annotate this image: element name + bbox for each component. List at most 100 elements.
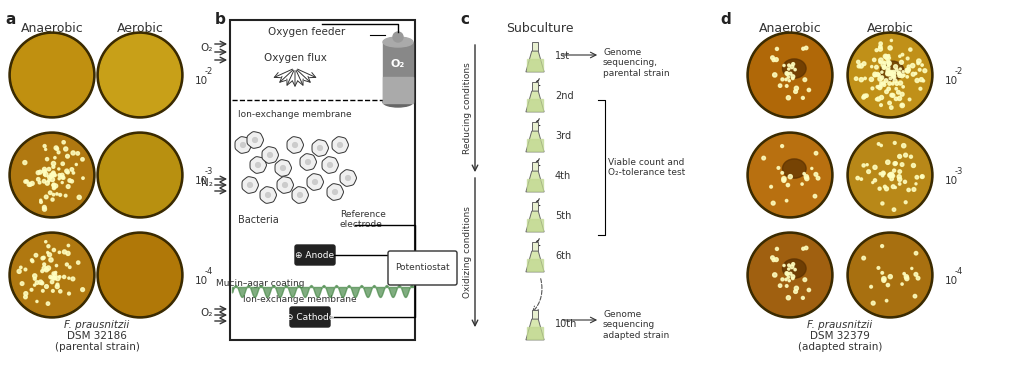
Circle shape <box>772 59 775 62</box>
Circle shape <box>42 179 46 183</box>
Circle shape <box>785 72 788 75</box>
Circle shape <box>866 164 868 166</box>
Circle shape <box>890 172 894 177</box>
Circle shape <box>893 142 896 144</box>
Circle shape <box>58 276 60 278</box>
Circle shape <box>901 283 903 285</box>
Circle shape <box>346 176 350 181</box>
Circle shape <box>795 86 799 90</box>
Circle shape <box>879 85 882 88</box>
Circle shape <box>792 63 795 66</box>
Polygon shape <box>312 140 329 156</box>
Circle shape <box>886 300 888 302</box>
Circle shape <box>53 186 55 188</box>
Circle shape <box>882 278 886 282</box>
Circle shape <box>912 188 915 191</box>
Circle shape <box>879 187 882 190</box>
Circle shape <box>772 259 775 262</box>
Circle shape <box>879 45 882 49</box>
Circle shape <box>81 158 84 161</box>
Circle shape <box>52 186 55 190</box>
Polygon shape <box>527 220 543 231</box>
Circle shape <box>898 183 901 185</box>
Circle shape <box>893 79 897 83</box>
Circle shape <box>51 289 54 292</box>
Polygon shape <box>526 319 544 340</box>
Circle shape <box>50 177 54 182</box>
Text: Aerobic: Aerobic <box>866 22 913 35</box>
Polygon shape <box>531 82 539 91</box>
Circle shape <box>53 174 56 177</box>
Circle shape <box>790 272 792 275</box>
Circle shape <box>893 169 896 172</box>
Polygon shape <box>531 122 539 131</box>
Circle shape <box>893 162 897 165</box>
Circle shape <box>785 272 788 275</box>
Circle shape <box>916 59 921 63</box>
Circle shape <box>29 183 32 186</box>
Circle shape <box>99 135 180 215</box>
Circle shape <box>887 87 890 90</box>
Circle shape <box>44 172 48 177</box>
Polygon shape <box>526 171 544 192</box>
Circle shape <box>71 277 75 281</box>
Circle shape <box>785 285 788 287</box>
Circle shape <box>42 170 46 173</box>
Circle shape <box>890 39 893 41</box>
Circle shape <box>55 285 59 289</box>
Circle shape <box>891 185 895 188</box>
Circle shape <box>49 275 52 279</box>
Circle shape <box>11 234 92 316</box>
Circle shape <box>785 85 788 87</box>
Circle shape <box>903 153 907 157</box>
Circle shape <box>881 71 883 73</box>
Circle shape <box>57 151 60 154</box>
Circle shape <box>57 168 59 170</box>
Circle shape <box>788 80 791 82</box>
Ellipse shape <box>858 160 909 207</box>
Ellipse shape <box>758 160 809 207</box>
Circle shape <box>786 96 791 100</box>
Circle shape <box>862 96 865 99</box>
Polygon shape <box>527 99 543 111</box>
Circle shape <box>58 290 61 293</box>
Circle shape <box>43 263 46 266</box>
Circle shape <box>253 138 257 142</box>
Circle shape <box>58 193 61 196</box>
Circle shape <box>901 104 903 106</box>
Circle shape <box>41 257 44 260</box>
Circle shape <box>787 76 790 78</box>
Circle shape <box>890 106 893 109</box>
Text: 1st: 1st <box>555 51 570 61</box>
Circle shape <box>792 275 795 278</box>
Circle shape <box>60 173 65 177</box>
Circle shape <box>880 96 884 99</box>
Circle shape <box>34 284 36 286</box>
Circle shape <box>901 144 906 148</box>
Circle shape <box>857 65 860 68</box>
Circle shape <box>850 135 931 215</box>
Circle shape <box>786 272 790 275</box>
Circle shape <box>909 155 912 158</box>
Circle shape <box>49 258 53 262</box>
Circle shape <box>393 32 403 42</box>
Circle shape <box>888 173 892 177</box>
Circle shape <box>889 173 893 177</box>
Circle shape <box>267 152 272 158</box>
Circle shape <box>805 246 808 250</box>
Text: F. prausnitzii: F. prausnitzii <box>807 320 872 330</box>
Circle shape <box>888 74 890 76</box>
Circle shape <box>794 268 797 271</box>
Text: c: c <box>460 12 469 27</box>
Circle shape <box>881 62 886 67</box>
Circle shape <box>895 69 898 71</box>
Circle shape <box>878 143 880 145</box>
Polygon shape <box>527 139 543 151</box>
Circle shape <box>746 232 833 318</box>
Circle shape <box>859 78 863 82</box>
Circle shape <box>900 92 904 96</box>
Circle shape <box>905 277 909 281</box>
Circle shape <box>49 176 52 178</box>
Circle shape <box>914 273 918 276</box>
Circle shape <box>884 185 887 188</box>
